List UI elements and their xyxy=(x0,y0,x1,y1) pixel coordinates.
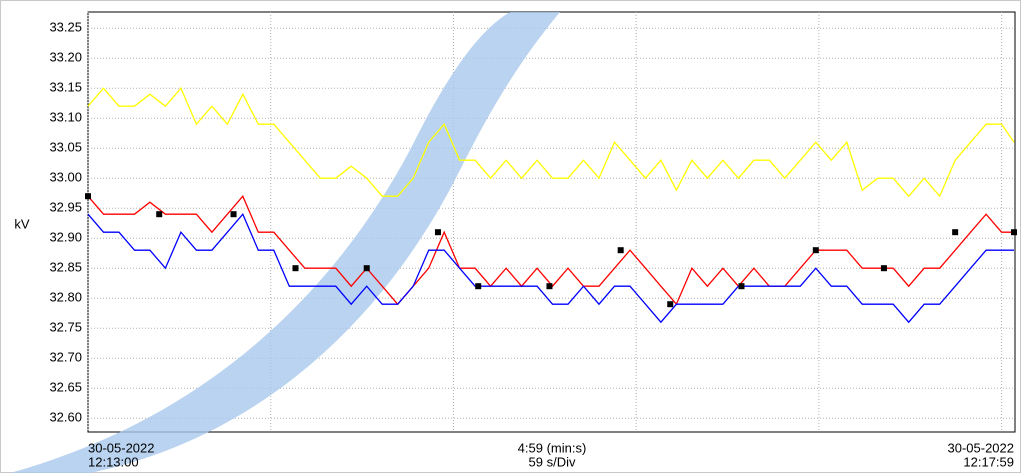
y-tick-label: 32.95 xyxy=(49,200,82,215)
y-tick-label: 32.80 xyxy=(49,290,82,305)
marker xyxy=(475,283,482,290)
y-tick-label: 33.25 xyxy=(49,20,82,35)
marker xyxy=(546,283,553,290)
y-tick-label: 33.05 xyxy=(49,140,82,155)
y-tick-label: 33.10 xyxy=(49,110,82,125)
x-label-right: 12:17:59 xyxy=(963,454,1014,469)
marker xyxy=(812,247,819,254)
x-label-right: 30-05-2022 xyxy=(948,440,1015,455)
y-tick-label: 32.65 xyxy=(49,380,82,395)
series-line xyxy=(87,86,1015,198)
y-tick-label: 32.85 xyxy=(49,260,82,275)
x-label-left: 12:13:00 xyxy=(88,454,139,469)
x-label-left: 30-05-2022 xyxy=(88,440,155,455)
marker xyxy=(363,265,370,272)
y-tick-label: 32.75 xyxy=(49,320,82,335)
plot xyxy=(85,86,1017,324)
y-tick-label: 32.60 xyxy=(49,410,82,425)
marker xyxy=(434,229,441,236)
y-axis-label: kV xyxy=(14,216,30,231)
marker xyxy=(230,211,237,218)
y-tick-label: 33.00 xyxy=(49,170,82,185)
marker xyxy=(667,301,674,308)
marker xyxy=(880,265,887,272)
marker xyxy=(292,265,299,272)
watermark xyxy=(10,12,560,473)
marker xyxy=(952,229,959,236)
marker xyxy=(1011,229,1017,236)
y-tick-label: 33.20 xyxy=(49,50,82,65)
series-line xyxy=(87,212,1014,324)
y-tick-label: 32.70 xyxy=(49,350,82,365)
x-label-center: 4:59 (min:s) xyxy=(518,440,587,455)
marker xyxy=(156,211,163,218)
y-tick-label: 32.90 xyxy=(49,230,82,245)
marker xyxy=(738,283,745,290)
series-line xyxy=(87,194,1014,306)
marker xyxy=(617,247,624,254)
y-tick-label: 33.15 xyxy=(49,80,82,95)
x-label-center: 59 s/Div xyxy=(529,454,576,469)
marker xyxy=(85,193,91,200)
